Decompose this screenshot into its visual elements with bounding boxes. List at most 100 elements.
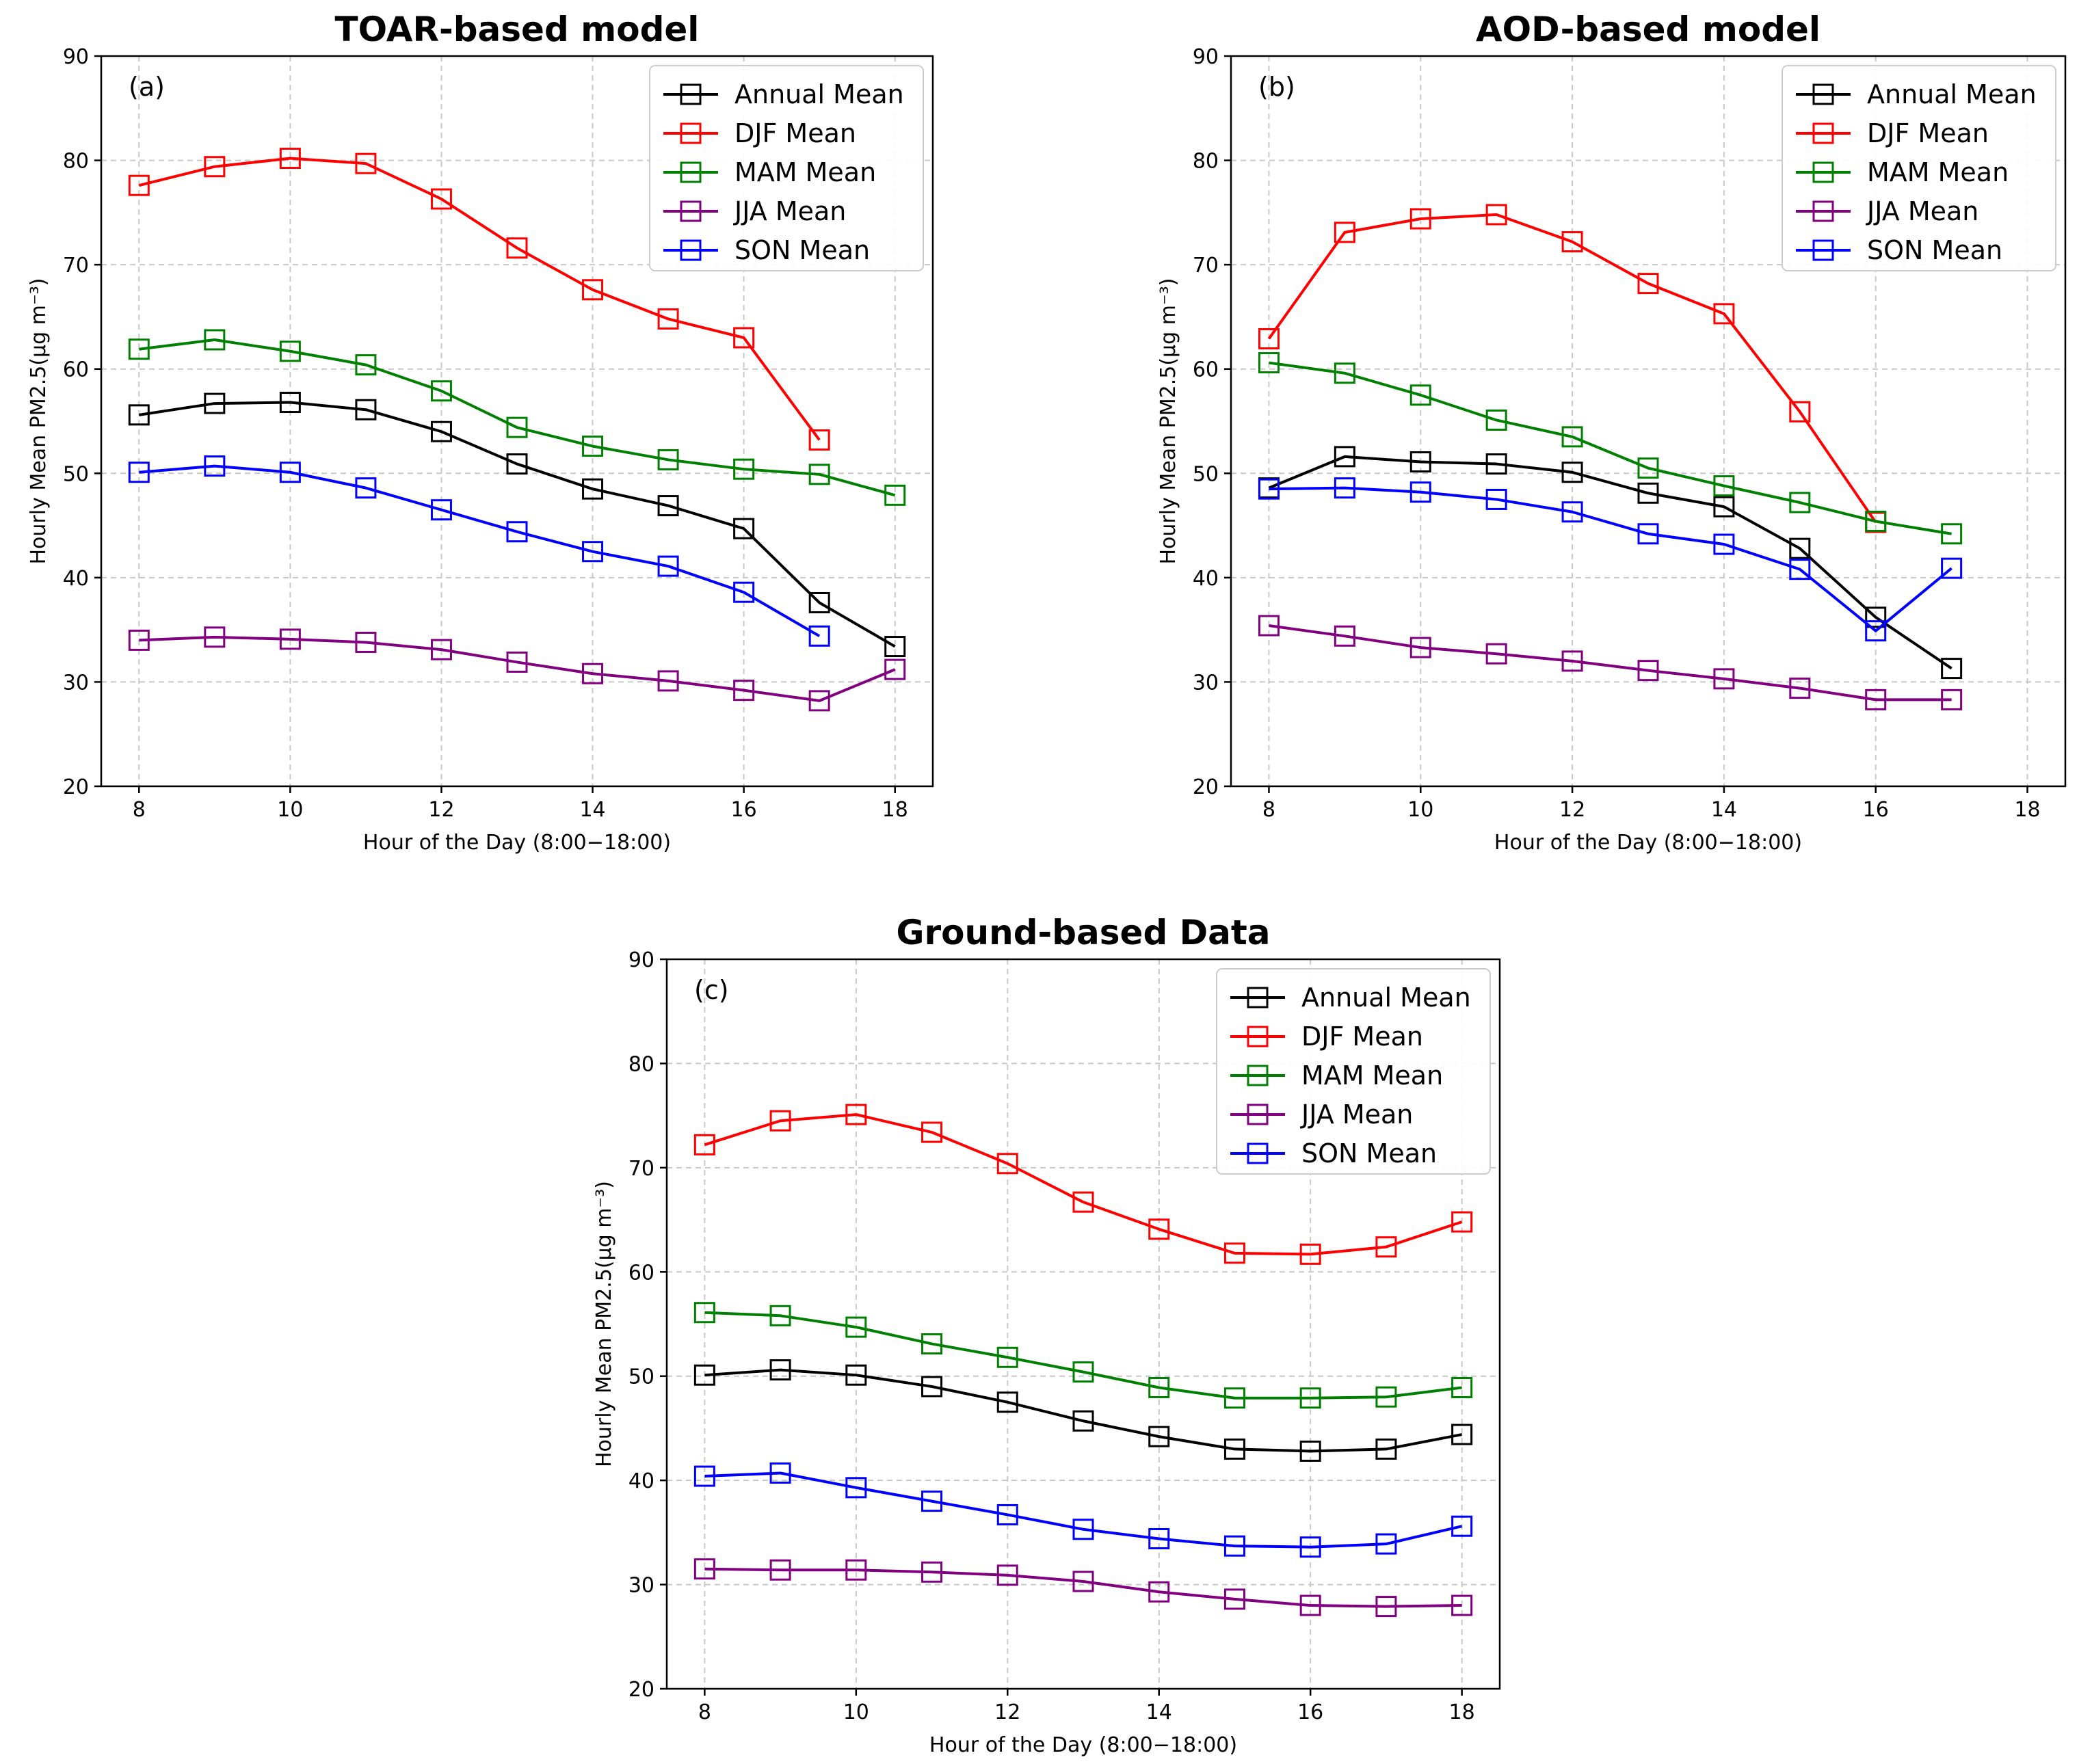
x-tick-label: 10 bbox=[277, 798, 303, 822]
data-point-marker bbox=[1072, 1571, 1094, 1592]
legend-box bbox=[649, 65, 924, 271]
data-point-marker bbox=[430, 499, 452, 521]
data-point-marker bbox=[921, 1491, 943, 1512]
legend: Annual Mean DJF Mean MAM Mean JJA Mean SON M… bbox=[649, 65, 924, 271]
x-tick-label: 14 bbox=[1711, 798, 1737, 822]
x-tick-label: 14 bbox=[579, 798, 605, 822]
data-point-marker bbox=[1713, 533, 1735, 555]
legend-label: MAM Mean bbox=[1301, 1060, 1443, 1091]
data-point-marker bbox=[582, 541, 604, 563]
data-point-marker bbox=[279, 392, 301, 414]
y-tick-label: 30 bbox=[63, 671, 89, 695]
data-point-marker bbox=[769, 1559, 791, 1581]
data-point-marker bbox=[1561, 426, 1583, 448]
data-point-marker bbox=[506, 416, 528, 438]
x-axis-label: Hour of the Day (8:00−18:00) bbox=[929, 1733, 1237, 1757]
data-point-marker bbox=[1637, 660, 1659, 682]
chart-title: Ground-based Data bbox=[896, 913, 1270, 952]
data-point-marker bbox=[1713, 303, 1735, 325]
legend-label: DJF Mean bbox=[734, 118, 856, 148]
data-point-marker bbox=[1409, 637, 1431, 658]
legend-marker bbox=[680, 239, 702, 261]
data-point-marker bbox=[1409, 208, 1431, 230]
data-point-marker bbox=[845, 1477, 867, 1499]
x-tick-label: 16 bbox=[731, 798, 757, 822]
plot-frame bbox=[100, 55, 934, 788]
x-tick-label: 18 bbox=[1449, 1700, 1475, 1724]
data-point-marker bbox=[996, 1153, 1018, 1175]
data-point-marker bbox=[884, 658, 906, 680]
legend-label: DJF Mean bbox=[1301, 1021, 1423, 1052]
legend-marker bbox=[680, 122, 702, 144]
data-point-marker bbox=[1485, 204, 1507, 226]
data-point-marker bbox=[845, 1559, 867, 1581]
legend-marker bbox=[1812, 239, 1834, 261]
legend-label: Annual Mean bbox=[1867, 79, 2037, 109]
data-point-marker bbox=[582, 279, 604, 301]
data-point-marker bbox=[204, 392, 226, 414]
series-line-jja-mean bbox=[704, 1567, 1462, 1608]
data-point-marker bbox=[1334, 477, 1355, 499]
legend-marker bbox=[1812, 83, 1834, 105]
data-point-marker bbox=[996, 1346, 1018, 1368]
data-point-marker bbox=[1299, 1594, 1321, 1616]
data-point-marker bbox=[884, 636, 906, 658]
data-point-marker bbox=[657, 555, 679, 577]
data-point-marker bbox=[921, 1121, 943, 1143]
data-point-marker bbox=[1561, 462, 1583, 483]
data-point-marker bbox=[1148, 1426, 1170, 1447]
data-point-marker bbox=[693, 1134, 715, 1155]
legend-marker bbox=[1812, 161, 1834, 183]
chart-panel-2: 8 10 12 14 16 18 20 30 40 50 60 70 80 90 AOD-based mod… bbox=[1156, 10, 2067, 855]
data-point-marker bbox=[128, 174, 150, 196]
data-point-marker bbox=[1637, 457, 1659, 479]
data-point-marker bbox=[1072, 1361, 1094, 1383]
y-tick-label: 90 bbox=[63, 45, 89, 69]
data-point-marker bbox=[657, 449, 679, 470]
data-point-marker bbox=[430, 188, 452, 210]
data-point-marker bbox=[1409, 384, 1431, 406]
panel-label: (b) bbox=[1258, 72, 1295, 102]
data-point-marker bbox=[1299, 1536, 1321, 1558]
data-point-marker bbox=[204, 329, 226, 351]
y-tick-label: 50 bbox=[63, 462, 89, 486]
series-line-mam-mean bbox=[1269, 361, 1952, 535]
data-point-marker bbox=[693, 1364, 715, 1386]
data-point-marker bbox=[1713, 668, 1735, 690]
data-point-marker bbox=[1409, 451, 1431, 473]
series-line-annual-mean bbox=[138, 401, 896, 648]
data-point-marker bbox=[1375, 1596, 1397, 1618]
data-point-marker bbox=[355, 477, 377, 499]
y-tick-label: 70 bbox=[1193, 254, 1219, 278]
data-point-marker bbox=[1485, 409, 1507, 431]
legend-marker bbox=[1812, 200, 1834, 222]
y-tick-label: 20 bbox=[628, 1678, 654, 1702]
data-point-marker bbox=[1148, 1528, 1170, 1550]
x-tick-label: 16 bbox=[1297, 1700, 1323, 1724]
legend-marker bbox=[1247, 1026, 1269, 1047]
data-point-marker bbox=[279, 462, 301, 483]
data-point-marker bbox=[1072, 1410, 1094, 1432]
data-point-marker bbox=[355, 631, 377, 653]
series-line-djf-mean bbox=[704, 1113, 1463, 1256]
data-point-marker bbox=[1299, 1387, 1321, 1409]
y-axis-label: Hourly Mean PM2.5(μg m⁻³) bbox=[1156, 278, 1180, 564]
data-point-marker bbox=[1789, 678, 1811, 699]
data-point-marker bbox=[279, 340, 301, 362]
data-point-marker bbox=[733, 458, 755, 480]
data-point-marker bbox=[769, 1110, 791, 1132]
series-line-mam-mean bbox=[704, 1311, 1462, 1400]
y-axis-label: Hourly Mean PM2.5(μg m⁻³) bbox=[592, 1181, 616, 1467]
y-tick-label: 80 bbox=[63, 150, 89, 174]
data-point-marker bbox=[1258, 328, 1280, 349]
legend-label: SON Mean bbox=[734, 235, 870, 265]
data-point-marker bbox=[430, 380, 452, 402]
y-tick-label: 40 bbox=[628, 1469, 654, 1493]
legend-marker bbox=[680, 83, 702, 105]
data-point-marker bbox=[128, 338, 150, 360]
legend-marker bbox=[1247, 1065, 1269, 1086]
chart-panel-1: 8 10 12 14 16 18 20 30 40 50 60 70 80 90 TOAR-based mo… bbox=[27, 10, 934, 855]
data-point-marker bbox=[1485, 488, 1507, 510]
data-point-marker bbox=[808, 429, 830, 451]
data-point-marker bbox=[1485, 453, 1507, 475]
